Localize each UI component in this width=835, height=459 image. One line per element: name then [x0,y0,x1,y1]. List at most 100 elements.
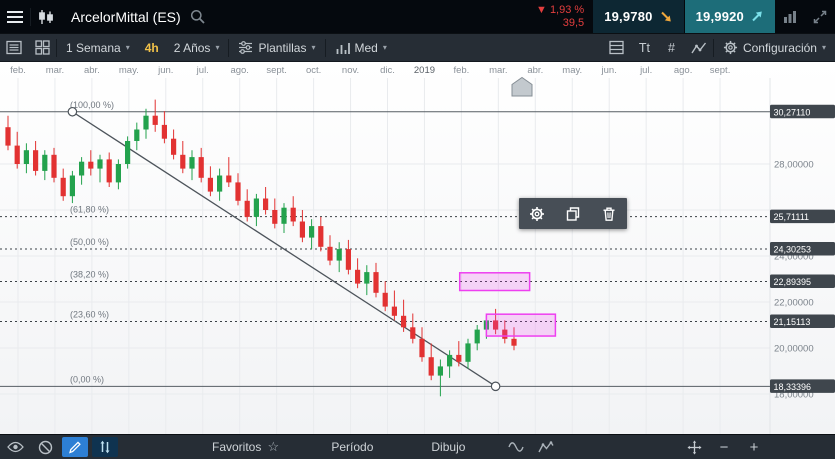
svg-text:21,15113: 21,15113 [774,317,811,327]
interval-4h-button[interactable]: 4h [139,41,165,55]
timeframe-dropdown[interactable]: 1 Semana ▾ [57,33,139,62]
svg-text:abr.: abr. [527,65,543,76]
svg-text:24,00000: 24,00000 [774,252,814,263]
zoom-in-button[interactable]: + [739,435,769,459]
templates-dropdown[interactable]: Plantillas ▾ [229,33,324,62]
search-button[interactable] [183,0,213,33]
drawing-settings-button[interactable] [519,198,555,229]
svg-text:sept.: sept. [266,65,287,76]
svg-text:(100,00 %): (100,00 %) [70,100,114,110]
average-label: Med [354,40,378,55]
svg-text:mar.: mar. [46,65,64,76]
svg-text:(50,00 %): (50,00 %) [70,237,109,247]
svg-text:30,27110: 30,27110 [774,107,811,117]
timeframe-value: 1 Semana [66,40,121,55]
svg-text:nov.: nov. [342,65,359,76]
chart-toolbar: 1 Semana ▾ 4h 2 Años ▾ Plantillas ▾ Med … [0,33,835,62]
svg-text:abr.: abr. [84,65,100,76]
draw-button[interactable]: Dibujo [431,440,466,454]
svg-text:dic.: dic. [380,65,395,76]
clear-drawings-button[interactable] [30,435,60,459]
candlestick-chart[interactable]: feb. mar. abr. may. jun. jul. ago. sept. oct. nov… [0,62,835,434]
buy-price: 19,9920 [695,9,744,24]
down-triangle-icon: ▼ [535,3,547,16]
svg-text:may.: may. [562,65,582,76]
positions-button[interactable] [775,0,805,33]
sliders-icon [239,41,253,54]
svg-text:jul.: jul. [639,65,652,76]
svg-text:(0,00 %): (0,00 %) [70,374,104,384]
zigzag-tool-button[interactable] [531,435,561,459]
expand-icon [813,10,827,23]
svg-text:jun.: jun. [157,65,173,76]
gear-icon [530,206,544,221]
chevron-down-icon: ▾ [125,42,130,52]
histogram-icon [336,42,350,54]
svg-text:ago.: ago. [674,65,693,76]
no-entry-icon [38,440,52,454]
price-change: ▼ 1,93 % 39,5 [536,4,584,30]
visibility-button[interactable] [0,435,30,459]
hamburger-icon [7,10,23,23]
svg-text:18,00000: 18,00000 [774,390,814,401]
copy-icon [566,206,580,221]
grid-toggle-button[interactable]: # [658,33,685,62]
chart-area: feb. mar. abr. may. jun. jul. ago. sept. oct. nov… [0,62,835,434]
divider [712,38,714,57]
svg-text:feb.: feb. [10,65,26,76]
price-down-arrow-icon [660,11,671,22]
sell-price-button[interactable]: 19,9780 [593,0,684,33]
favorite-star-button[interactable]: ☆ [261,435,285,459]
layout-button[interactable] [28,33,56,62]
chevron-down-icon: ▾ [311,42,316,52]
change-percent: 1,93 % [549,3,585,16]
draw-mode-button[interactable] [62,437,88,457]
menu-button[interactable] [0,0,30,33]
expand-button[interactable] [805,0,835,33]
range-value: 2 Años [173,40,211,55]
candlestick-chart-icon [39,9,53,24]
buy-price-button[interactable]: 19,9920 [684,0,775,33]
pan-button[interactable] [679,435,709,459]
favorites-button[interactable]: Favoritos [212,440,262,454]
chart-window-button[interactable] [31,0,61,33]
svg-text:18,33396: 18,33396 [774,382,812,392]
star-icon: ☆ [267,439,280,454]
average-dropdown[interactable]: Med ▾ [326,33,396,62]
chevron-down-icon: ▾ [382,42,387,52]
settings-dropdown[interactable]: Configuración ▾ [714,33,835,62]
order-direction-button[interactable] [92,437,118,457]
topbar: ArcelorMittal (ES) ▼ 1,93 % 39,5 19,9780… [0,0,835,33]
drawing-delete-button[interactable] [591,198,627,229]
search-icon [191,9,205,24]
indicators-button[interactable] [685,33,713,62]
bottom-toolbar: Favoritos ☆ Período Dibujo − + [0,434,835,459]
svg-text:mar.: mar. [489,65,507,76]
divider [30,7,31,26]
eye-icon [6,441,24,453]
up-down-arrows-icon [100,440,110,454]
instrument-title: ArcelorMittal (ES) [71,8,181,25]
drawing-duplicate-button[interactable] [555,198,591,229]
wave-tool-button[interactable] [501,435,531,459]
svg-text:24,30253: 24,30253 [774,245,812,255]
svg-text:oct.: oct. [306,65,321,76]
drawing-object-toolbar [519,198,627,229]
text-tool-button[interactable]: Tt [631,33,658,62]
period-button[interactable]: Período [331,440,374,454]
panels-button[interactable] [603,33,631,62]
zoom-out-button[interactable]: − [709,435,739,459]
notes-button[interactable] [0,33,28,62]
svg-text:25,71111: 25,71111 [774,212,810,222]
change-absolute: 39,5 [562,16,585,29]
svg-text:ago.: ago. [230,65,249,76]
grid-layout-icon [34,40,50,55]
chevron-down-icon: ▾ [215,42,220,52]
svg-text:28,00000: 28,00000 [774,160,814,171]
svg-text:20,00000: 20,00000 [774,344,814,355]
svg-text:may.: may. [119,65,139,76]
range-dropdown[interactable]: 2 Años ▾ [165,33,229,62]
templates-label: Plantillas [258,40,307,55]
settings-label: Configuración [742,40,817,55]
